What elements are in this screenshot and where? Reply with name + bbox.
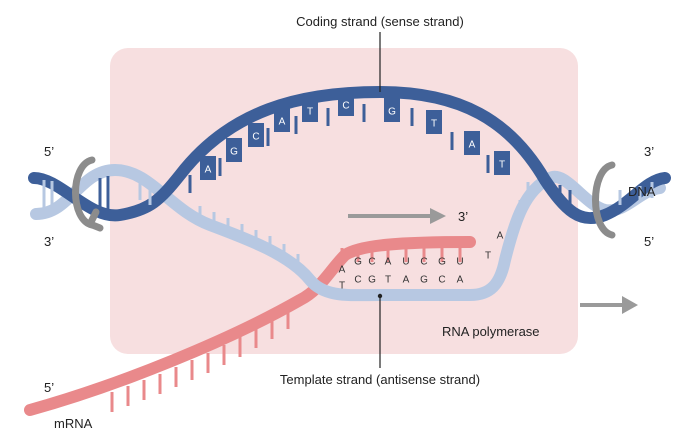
coding-base: T [494, 151, 510, 175]
three-prime-top-right: 3’ [644, 144, 654, 159]
template-base-letter: T [339, 281, 345, 292]
direction-arrow-icon [348, 208, 446, 224]
coding-base-letter: G [230, 147, 238, 158]
coding-base-letter: A [469, 140, 476, 151]
coding-base: G [384, 98, 400, 122]
mrna-strand [24, 236, 476, 416]
rna-base-letter: A [339, 265, 346, 276]
template-bases: TC G T A G C A [339, 275, 464, 292]
rna-base-letter: U [456, 257, 463, 268]
coding-base-letter: T [307, 107, 313, 118]
three-prime-bottom-left: 3’ [44, 234, 54, 249]
unpaired-template-bases: TA [485, 231, 504, 262]
coding-base: T [426, 110, 442, 134]
coding-base: T [302, 98, 318, 122]
coding-base: C [338, 92, 354, 116]
rna-polymerase-label: RNA polymerase [442, 324, 540, 339]
template-pointer-dot [377, 293, 383, 299]
rna-bases: AG C A U C G U [339, 248, 464, 276]
dna-label: DNA [628, 184, 656, 199]
five-prime-top-left: 5’ [44, 144, 54, 159]
mrna-ticks [110, 309, 290, 412]
coding-base-letter: T [431, 119, 437, 130]
coding-bases: A G C A T C G T A T [200, 92, 510, 180]
left-helix-rungs [42, 176, 152, 212]
template-strand [30, 164, 666, 302]
rna-base-letter: C [368, 257, 375, 268]
coding-base: A [200, 156, 216, 180]
five-prime-mrna: 5’ [44, 380, 54, 395]
unpaired-base-letter: T [485, 251, 491, 262]
template-strand-label: Template strand (antisense strand) [280, 372, 480, 387]
coding-strand [28, 86, 671, 225]
coding-base: C [248, 123, 264, 147]
mrna-label: mRNA [54, 416, 93, 431]
coding-base-letter: A [279, 117, 286, 128]
helicase-clamp-icon [72, 156, 616, 239]
coding-base-letter: C [342, 101, 349, 112]
right-helix-rungs [558, 182, 654, 210]
rna-base-letter: U [402, 257, 409, 268]
direction-arrow-label: 3’ [458, 209, 468, 224]
rna-base-letter: C [420, 257, 427, 268]
unpaired-base-letter: A [497, 231, 504, 242]
coding-base-letter: G [388, 107, 396, 118]
coding-base-letter: C [252, 132, 259, 143]
template-ticks [198, 182, 530, 268]
rna-base-letter: A [385, 257, 392, 268]
coding-base: G [226, 138, 242, 162]
rna-base-letter: G [438, 257, 446, 268]
coding-ticks [188, 104, 490, 193]
template-base-letter: G [368, 275, 376, 286]
template-base-letter: G [420, 275, 428, 286]
coding-base-letter: A [205, 165, 212, 176]
coding-base-letter: T [499, 160, 505, 171]
five-prime-bottom-right: 5’ [644, 234, 654, 249]
template-base-letter: C [438, 275, 445, 286]
template-base-letter: A [457, 275, 464, 286]
coding-base: A [274, 108, 290, 132]
template-base-letter: A [403, 275, 410, 286]
template-base-letter: T [385, 275, 391, 286]
rna-base-letter: G [354, 257, 362, 268]
coding-base: A [464, 131, 480, 155]
coding-strand-label: Coding strand (sense strand) [296, 14, 464, 29]
polymerase-movement-arrow-icon [580, 296, 638, 314]
template-base-letter: C [354, 275, 361, 286]
